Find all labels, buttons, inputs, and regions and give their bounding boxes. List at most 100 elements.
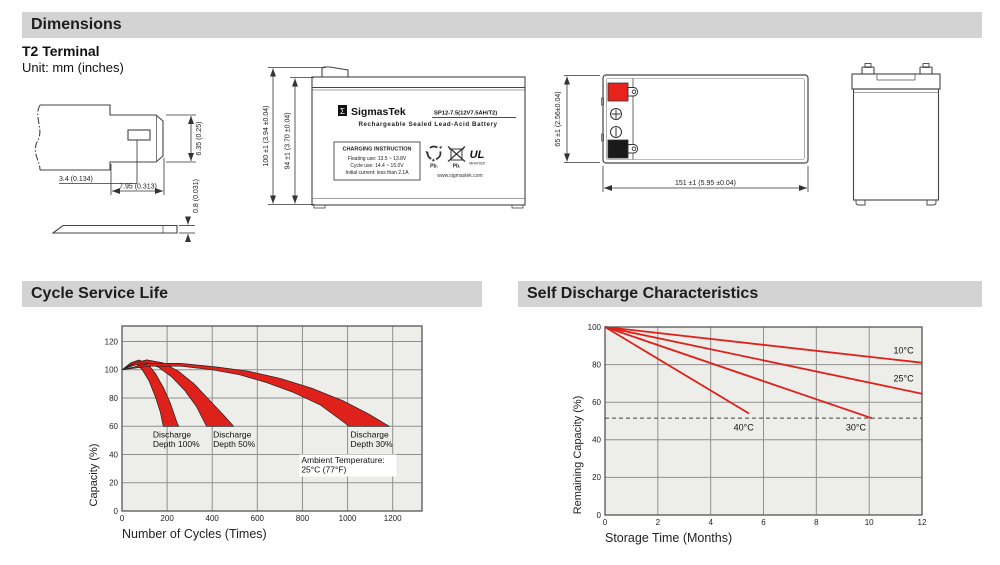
dim-tab-thickness: 0.8 (0.031) [193, 179, 200, 213]
svg-text:Number of Cycles (Times): Number of Cycles (Times) [122, 527, 267, 541]
charging-line2: Cycle use: 14.4 ~ 15.0V [350, 163, 404, 169]
svg-text:Storage Time (Months): Storage Time (Months) [605, 531, 732, 545]
label-subtitle: Rechargeable Sealed Lead-Acid Battery [358, 121, 497, 128]
side-terminal-left [861, 66, 875, 75]
svg-text:60: 60 [109, 422, 118, 431]
charging-title: CHARGING INSTRUCTION [342, 147, 411, 153]
cycle-service-life-chart: Discharge Depth 100% Discharge Depth 50% Dis… [85, 315, 445, 560]
svg-text:1000: 1000 [339, 514, 357, 523]
terminal-hole [127, 129, 151, 141]
unit-note: Unit: mm (inches) [22, 60, 124, 75]
svg-text:1200: 1200 [384, 514, 402, 523]
charging-line3: Initial current: less than 2.1A [345, 170, 409, 176]
dimension-lines [268, 67, 326, 205]
terminal-break-edge [34, 104, 41, 171]
svg-text:100: 100 [105, 366, 119, 375]
svg-text:25°C: 25°C [893, 374, 914, 384]
svg-text:600: 600 [251, 514, 265, 523]
website-text: www.sigmastek.com [437, 173, 482, 179]
svg-text:Depth 100%: Depth 100% [153, 439, 200, 449]
cycle-service-life-header: Cycle Service Life [22, 281, 482, 307]
brand-name: SigmasTek [351, 106, 406, 118]
crossed-bin-pb-icon: Pb. [447, 146, 466, 170]
brand-logo-square [338, 105, 347, 116]
charging-line1: Floating use: 13.5 ~ 13.8V [348, 156, 407, 162]
svg-text:UL: UL [470, 149, 485, 161]
svg-text:100: 100 [588, 323, 602, 332]
svg-text:Discharge: Discharge [350, 430, 389, 440]
self-discharge-header: Self Discharge Characteristics [518, 281, 982, 307]
terminal-type-label: T2 Terminal [22, 43, 100, 59]
dim-tab-height: 6.35 (0.25) [196, 122, 203, 156]
svg-text:40°C: 40°C [734, 422, 755, 432]
svg-text:10: 10 [865, 518, 874, 527]
svg-text:0: 0 [120, 514, 125, 523]
svg-text:25°C (77°F): 25°C (77°F) [301, 464, 346, 474]
negative-faston-tab [627, 144, 639, 154]
battery-front-view-drawing: 100 ±1 (3.94 ±0.04) 94 ±1 (3.70 ±0.04) Σ… [263, 66, 526, 209]
battery-case [311, 76, 526, 206]
self-discharge-chart: 10°C 25°C 30°C 40°C 0 2 4 6 8 10 12 0 20 40 60 80 100 Sto… [560, 315, 960, 560]
svg-text:Pb.: Pb. [430, 164, 438, 170]
dim-height-total: 100 ±1 (3.94 ±0.04) [263, 105, 270, 166]
svg-text:10°C: 10°C [893, 345, 914, 355]
svg-text:120: 120 [105, 337, 119, 346]
terminal-tab-outline [40, 104, 164, 171]
brand-logo-sigma: Σ [340, 107, 345, 116]
svg-text:40: 40 [592, 436, 601, 445]
svg-text:0: 0 [114, 507, 119, 516]
dimension-lines [564, 75, 809, 192]
top-terminal-tab [321, 66, 349, 77]
svg-text:20: 20 [109, 479, 118, 488]
svg-text:12: 12 [918, 518, 927, 527]
side-terminal-right [919, 66, 933, 75]
ul-mark-icon: UL MH47929 [469, 149, 485, 166]
top-view-outline [602, 74, 809, 164]
model-number: SP12-7.5(12V7.5AH/T2) [434, 111, 497, 117]
svg-text:400: 400 [206, 514, 220, 523]
svg-text:Pb.: Pb. [453, 164, 461, 170]
svg-text:200: 200 [160, 514, 174, 523]
svg-text:Remaining Capacity (%): Remaining Capacity (%) [572, 396, 584, 515]
plus-symbol-icon [610, 108, 622, 120]
dimensions-section-header: Dimensions [22, 12, 982, 38]
dim-tab-width: 7.95 (0.313) [119, 184, 157, 191]
svg-text:Depth 50%: Depth 50% [213, 439, 255, 449]
svg-text:0: 0 [603, 518, 608, 527]
ul-file-number: MH47929 [469, 162, 485, 166]
svg-text:80: 80 [592, 360, 601, 369]
dim-depth: 65 ±1 (2.56±0.04) [555, 91, 562, 146]
svg-text:2: 2 [656, 518, 661, 527]
side-body [852, 88, 940, 201]
svg-text:8: 8 [814, 518, 819, 527]
battery-top-view-drawing: 65 ±1 (2.56±0.04) 151 ±1 (5.95 ±0.04) [555, 74, 809, 192]
dim-height-case: 94 ±1 (3.70 ±0.04) [285, 112, 292, 169]
svg-text:Depth 30%: Depth 30% [350, 439, 392, 449]
battery-side-view-drawing [851, 63, 941, 206]
svg-text:60: 60 [592, 398, 601, 407]
svg-text:40: 40 [109, 450, 118, 459]
svg-text:Discharge: Discharge [153, 430, 192, 440]
dim-hole-width: 3.4 (0.134) [59, 176, 93, 183]
svg-text:20: 20 [592, 473, 601, 482]
side-lid [851, 73, 941, 90]
chart-canvas: 10°C 25°C 30°C 40°C 0 2 4 6 8 10 12 0 20 40 60 80 100 Sto… [572, 323, 927, 545]
dimension-lines [59, 114, 196, 242]
svg-text:6: 6 [761, 518, 766, 527]
recycle-pb-icon: Pb. [425, 145, 442, 170]
svg-text:80: 80 [109, 394, 118, 403]
svg-text:800: 800 [296, 514, 310, 523]
polarity-symbols [610, 108, 622, 138]
svg-text:0: 0 [597, 511, 602, 520]
svg-text:Discharge: Discharge [213, 430, 252, 440]
minus-symbol-icon [610, 126, 622, 138]
negative-terminal [607, 139, 629, 159]
charging-instruction-box [333, 141, 421, 181]
battery-label: Σ SigmasTek SP12-7.5(12V7.5AH/T2) Rechar… [333, 105, 516, 181]
positive-faston-tab [627, 87, 639, 97]
dim-width: 151 ±1 (5.95 ±0.04) [675, 180, 736, 187]
terminal-detail-drawing: 6.35 (0.25) 3.4 (0.134) 7.95 (0.313) 0.8… [34, 104, 203, 242]
svg-text:Capacity (%): Capacity (%) [88, 444, 100, 507]
